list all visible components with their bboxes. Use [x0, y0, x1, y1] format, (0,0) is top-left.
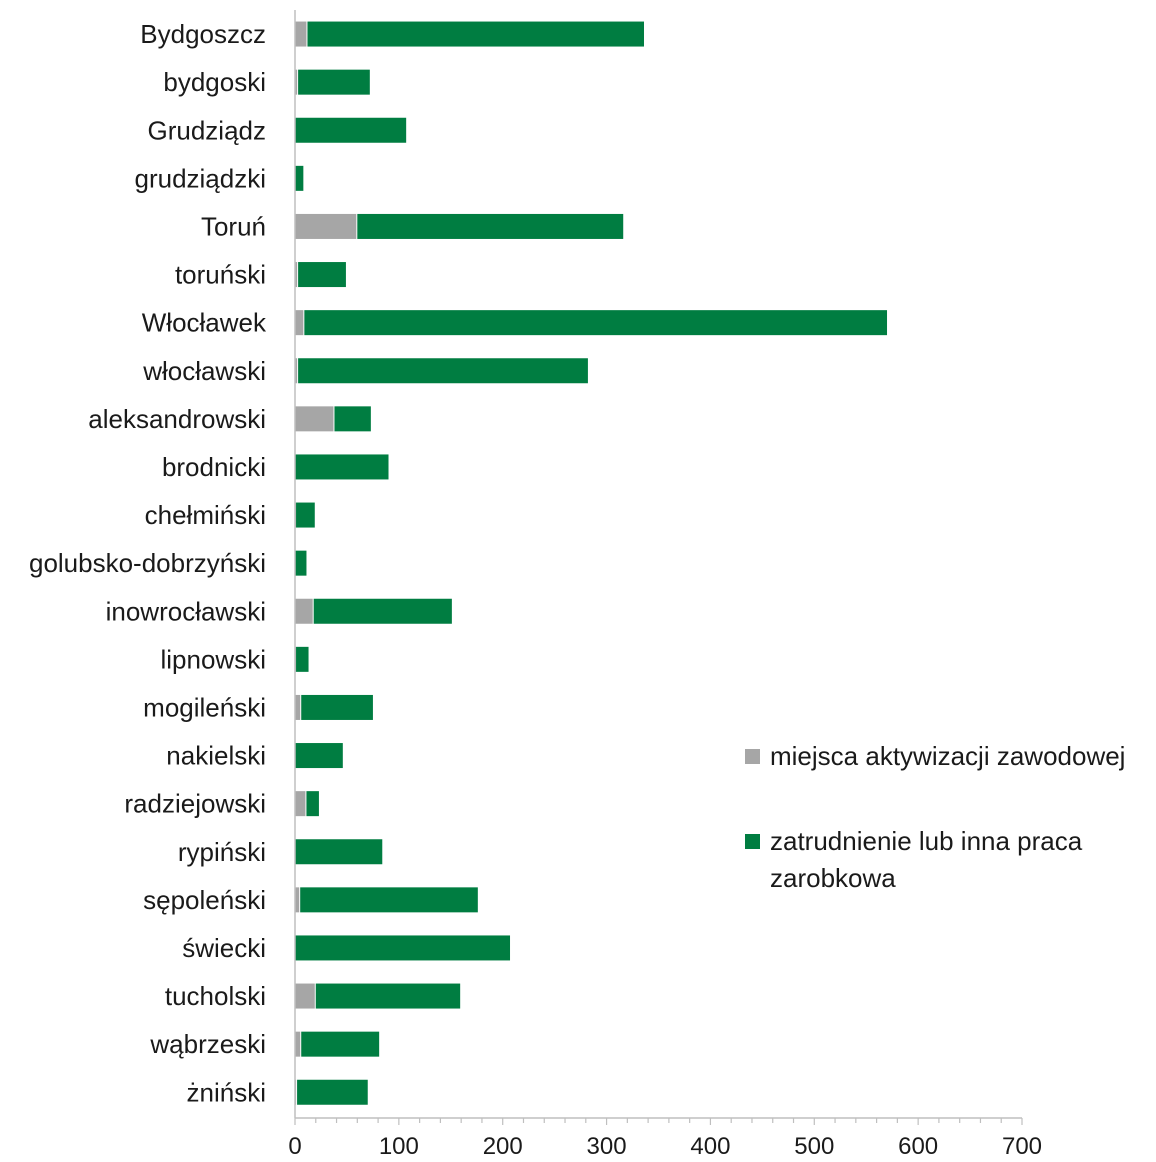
- bar-activation-tucholski: [295, 983, 315, 1009]
- bar-employment-lipnowski: [296, 646, 309, 672]
- category-label-tucholski: tucholski: [165, 981, 266, 1011]
- bar-employment-toruń: [357, 213, 624, 239]
- bar-employment-świecki: [295, 935, 511, 961]
- bar-activation-inowrocławski: [295, 598, 313, 624]
- bar-employment-mogileński: [301, 694, 373, 720]
- bar-employment-włocławek: [304, 310, 888, 336]
- category-labels: Bydgoszcz bydgoski Grudziądz grudziądzki Tor…: [29, 19, 267, 1107]
- category-label-toruński: toruński: [175, 260, 266, 290]
- bar-employment-radziejowski: [306, 791, 319, 817]
- category-label-bydgoszcz: Bydgoszcz: [140, 19, 266, 49]
- bar-employment-sępoleński: [300, 887, 478, 913]
- x-axis: 0 100 200 300 400 500 600 700: [288, 10, 1042, 1160]
- x-tick-label-100: 100: [379, 1133, 419, 1160]
- legend-label-employment: zatrudnienie lub inna praca zarobkowa: [770, 826, 1083, 893]
- x-tick-label-500: 500: [794, 1133, 834, 1160]
- category-label-toruń: Toruń: [201, 211, 266, 241]
- category-label-mogileński: mogileński: [143, 692, 266, 722]
- bar-employment-inowrocławski: [313, 598, 452, 624]
- bar-activation-włocławski: [295, 358, 298, 384]
- bar-employment-wąbrzeski: [301, 1031, 380, 1057]
- category-label-wąbrzeski: wąbrzeski: [149, 1029, 266, 1059]
- category-label-bydgoski: bydgoski: [163, 67, 266, 97]
- legend-swatch-green: [745, 834, 760, 849]
- bars-group: [295, 21, 888, 1105]
- bar-employment-bydgoski: [298, 69, 370, 95]
- category-label-włocławek: Włocławek: [142, 308, 267, 338]
- bar-employment-grudziądzki: [295, 165, 304, 191]
- bar-employment-bydgoszcz: [307, 21, 644, 47]
- category-label-żniński: żniński: [187, 1077, 266, 1107]
- bar-employment-chełmiński: [296, 502, 315, 528]
- category-label-grudziądz: Grudziądz: [148, 115, 267, 145]
- legend: miejsca aktywizacji zawodowej zatrudnien…: [745, 738, 1155, 945]
- category-label-rypiński: rypiński: [178, 837, 266, 867]
- x-tick-label-600: 600: [898, 1133, 938, 1160]
- bar-employment-brodnicki: [295, 454, 389, 480]
- bar-employment-grudziądz: [295, 117, 407, 143]
- x-tick-label-200: 200: [483, 1133, 523, 1160]
- category-label-brodnicki: brodnicki: [162, 452, 266, 482]
- category-label-golubsko-dobrzyński: golubsko-dobrzyński: [29, 548, 266, 578]
- bar-activation-mogileński: [295, 694, 301, 720]
- category-label-radziejowski: radziejowski: [124, 789, 266, 819]
- category-label-grudziądzki: grudziądzki: [134, 163, 266, 193]
- bar-employment-nakielski: [295, 743, 343, 769]
- bar-activation-bydgoszcz: [295, 21, 307, 47]
- bar-activation-toruński: [295, 262, 298, 288]
- category-label-inowrocławski: inowrocławski: [106, 596, 266, 626]
- bar-activation-sępoleński: [295, 887, 300, 913]
- bar-employment-aleksandrowski: [334, 406, 371, 432]
- bar-employment-golubsko-dobrzyński: [295, 550, 307, 576]
- bar-employment-włocławski: [298, 358, 588, 384]
- legend-label-activation: miejsca aktywizacji zawodowej: [770, 741, 1126, 771]
- category-label-świecki: świecki: [182, 933, 266, 963]
- legend-swatch-gray: [745, 749, 760, 764]
- legend-item-activation: miejsca aktywizacji zawodowej: [745, 738, 1155, 775]
- category-label-aleksandrowski: aleksandrowski: [88, 404, 266, 434]
- category-label-lipnowski: lipnowski: [161, 644, 267, 674]
- category-label-włocławski: włocławski: [142, 356, 266, 386]
- bar-employment-tucholski: [315, 983, 461, 1009]
- bar-activation-bydgoski: [295, 69, 298, 95]
- bar-activation-włocławek: [295, 310, 304, 336]
- bar-activation-radziejowski: [295, 791, 306, 817]
- category-label-sępoleński: sępoleński: [143, 885, 266, 915]
- x-tick-label-700: 700: [1002, 1133, 1042, 1160]
- bar-activation-wąbrzeski: [295, 1031, 301, 1057]
- bar-activation-aleksandrowski: [295, 406, 334, 432]
- x-tick-label-0: 0: [288, 1133, 301, 1160]
- category-label-nakielski: nakielski: [166, 741, 266, 771]
- bar-activation-toruń: [295, 213, 357, 239]
- bar-employment-żniński: [297, 1079, 368, 1105]
- bar-employment-rypiński: [295, 839, 383, 865]
- x-tick-label-400: 400: [690, 1133, 730, 1160]
- x-tick-label-300: 300: [587, 1133, 627, 1160]
- category-label-chełmiński: chełmiński: [145, 500, 266, 530]
- bar-employment-toruński: [298, 262, 346, 288]
- legend-item-employment: zatrudnienie lub inna praca zarobkowa: [745, 823, 1155, 897]
